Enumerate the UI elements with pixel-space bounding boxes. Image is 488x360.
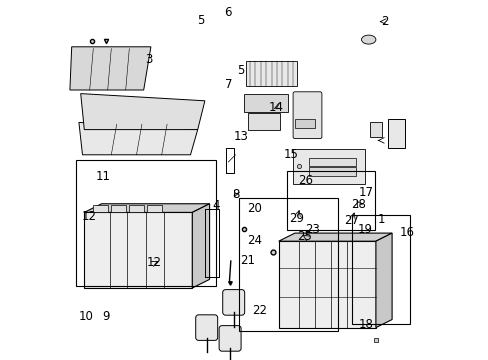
Polygon shape bbox=[84, 212, 192, 288]
Bar bbox=[247, 113, 280, 130]
Text: 24: 24 bbox=[246, 234, 262, 247]
Text: 11: 11 bbox=[96, 170, 111, 183]
Text: 1: 1 bbox=[377, 213, 384, 226]
Text: 22: 22 bbox=[252, 304, 267, 317]
Text: 12: 12 bbox=[81, 210, 96, 222]
Polygon shape bbox=[192, 204, 209, 288]
Bar bbox=[244, 94, 287, 112]
Polygon shape bbox=[84, 204, 209, 212]
Text: 20: 20 bbox=[246, 202, 262, 215]
Text: 17: 17 bbox=[358, 186, 373, 199]
Bar bbox=[309, 167, 355, 176]
Bar bbox=[369, 122, 382, 137]
Bar bbox=[309, 158, 355, 166]
Bar bbox=[387, 119, 404, 148]
Text: 15: 15 bbox=[283, 148, 298, 161]
Text: 18: 18 bbox=[358, 318, 373, 330]
Bar bbox=[294, 119, 314, 128]
Text: 4: 4 bbox=[211, 199, 219, 212]
FancyBboxPatch shape bbox=[195, 315, 217, 341]
Text: 19: 19 bbox=[357, 223, 372, 236]
Polygon shape bbox=[111, 205, 125, 212]
FancyBboxPatch shape bbox=[292, 92, 321, 139]
Polygon shape bbox=[93, 205, 107, 212]
Bar bbox=[246, 61, 296, 86]
Polygon shape bbox=[278, 233, 391, 241]
Text: 10: 10 bbox=[79, 310, 93, 323]
Text: 9: 9 bbox=[102, 310, 109, 323]
Ellipse shape bbox=[361, 35, 375, 44]
Polygon shape bbox=[147, 205, 162, 212]
Text: 13: 13 bbox=[233, 130, 248, 143]
Polygon shape bbox=[278, 241, 375, 328]
Text: 25: 25 bbox=[297, 230, 312, 243]
Text: 5: 5 bbox=[197, 14, 204, 27]
Text: 7: 7 bbox=[224, 78, 232, 91]
Polygon shape bbox=[375, 233, 391, 328]
Text: 28: 28 bbox=[351, 198, 366, 211]
Text: 29: 29 bbox=[288, 212, 304, 225]
Bar bbox=[239, 198, 337, 331]
Polygon shape bbox=[129, 205, 143, 212]
Bar bbox=[286, 171, 374, 230]
Text: 3: 3 bbox=[145, 53, 152, 66]
FancyBboxPatch shape bbox=[219, 325, 241, 351]
Text: 8: 8 bbox=[231, 188, 239, 201]
Text: 2: 2 bbox=[380, 15, 388, 28]
Bar bbox=[352, 215, 409, 324]
Polygon shape bbox=[79, 122, 197, 155]
Bar bbox=[292, 149, 365, 184]
Text: 5: 5 bbox=[237, 64, 244, 77]
Polygon shape bbox=[81, 94, 204, 130]
Text: 12: 12 bbox=[147, 256, 162, 269]
Text: 6: 6 bbox=[224, 6, 232, 19]
Text: 21: 21 bbox=[240, 255, 254, 267]
Text: 14: 14 bbox=[268, 101, 283, 114]
Polygon shape bbox=[70, 47, 151, 90]
Text: 23: 23 bbox=[304, 223, 319, 236]
Text: 27: 27 bbox=[344, 214, 359, 227]
Text: 16: 16 bbox=[399, 226, 414, 239]
Bar bbox=[76, 160, 216, 286]
Text: 26: 26 bbox=[298, 174, 313, 187]
FancyBboxPatch shape bbox=[222, 289, 244, 315]
